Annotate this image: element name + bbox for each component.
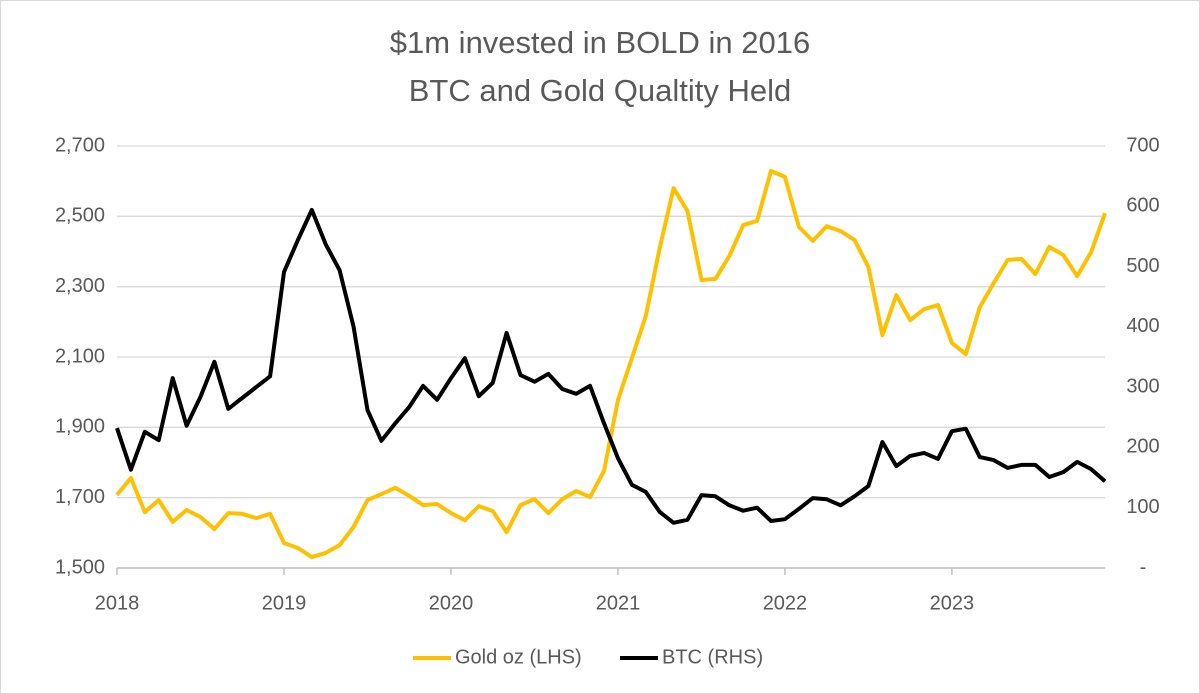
legend-label: BTC (RHS)	[662, 646, 763, 668]
x-tick-label: 2022	[763, 592, 808, 614]
x-tick-label: 2021	[596, 592, 641, 614]
y-tick-label: 1,700	[55, 486, 105, 508]
y2-tick-label: 300	[1126, 375, 1159, 397]
y-tick-label: 1,500	[55, 556, 105, 578]
y-tick-label: 2,300	[55, 275, 105, 297]
x-tick-label: 2018	[95, 592, 140, 614]
x-tick-label: 2020	[429, 592, 474, 614]
y-tick-label: 2,500	[55, 205, 105, 227]
y2-tick-label: 600	[1126, 195, 1159, 217]
y-tick-label: 2,100	[55, 345, 105, 367]
y2-tick-label: 200	[1126, 436, 1159, 458]
series-line	[115, 169, 1107, 560]
x-tick-label: 2019	[262, 592, 307, 614]
chart-title: $1m invested in BOLD in 2016	[390, 25, 810, 60]
y-tick-label: 1,900	[55, 416, 105, 438]
series-line	[115, 207, 1107, 525]
x-tick-label: 2023	[930, 592, 975, 614]
y-tick-label: 2,700	[55, 134, 105, 156]
legend-label: Gold oz (LHS)	[455, 646, 582, 668]
chart-subtitle: BTC and Gold Qualtity Held	[409, 73, 792, 108]
y2-tick-label: 400	[1126, 315, 1159, 337]
y2-tick-label: 500	[1126, 255, 1159, 277]
y2-tick-label: 700	[1126, 134, 1159, 156]
y2-tick-label: 100	[1126, 496, 1159, 518]
y2-tick-label: -	[1140, 556, 1147, 578]
